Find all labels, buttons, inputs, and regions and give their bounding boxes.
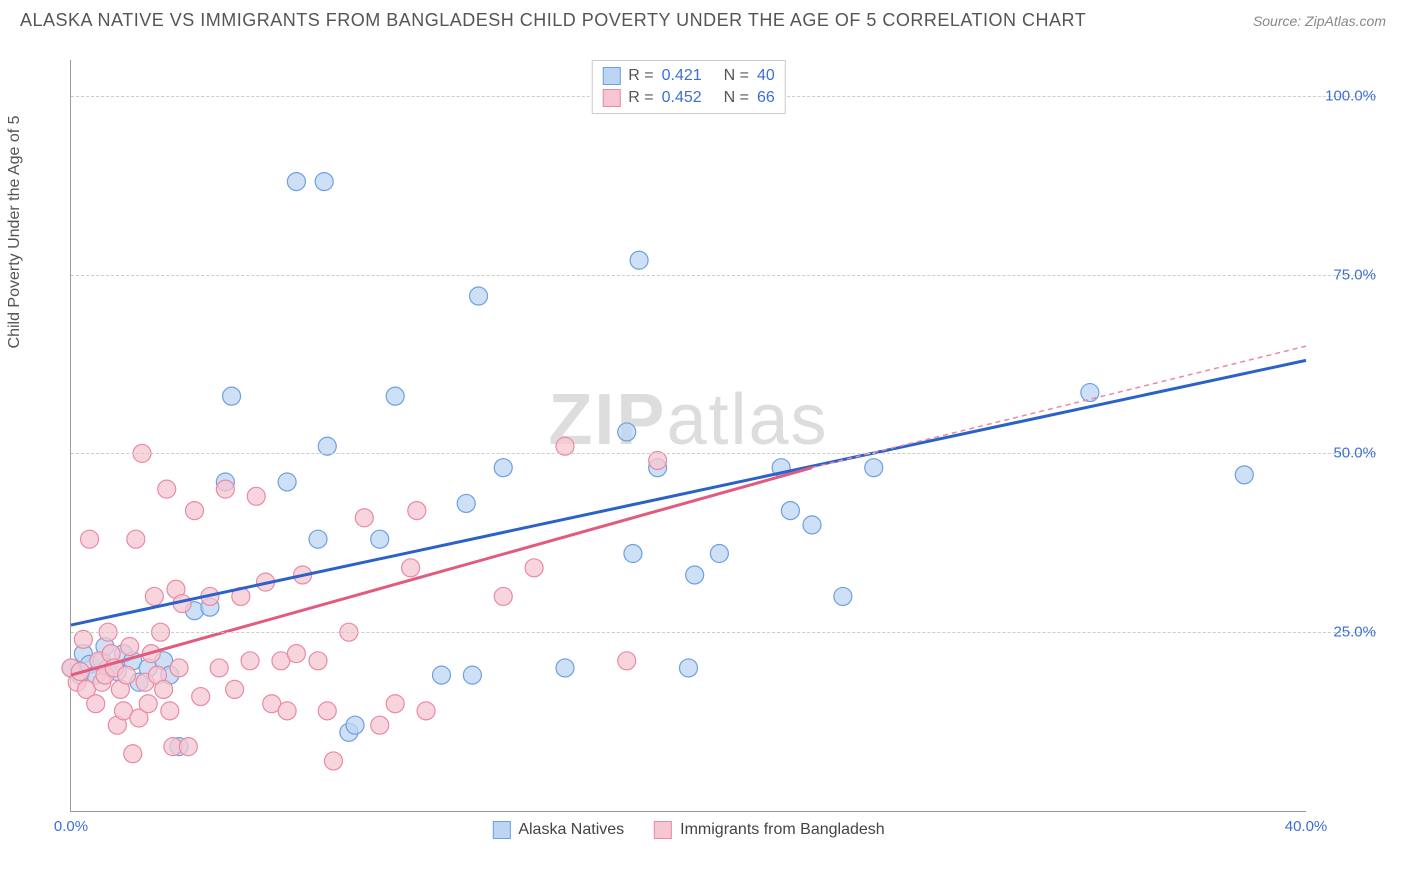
data-point: [87, 695, 105, 713]
legend-stat-row: R = 0.421 N = 40: [602, 65, 774, 87]
legend-swatch: [492, 821, 510, 839]
data-point: [278, 473, 296, 491]
data-point: [318, 702, 336, 720]
data-point: [803, 516, 821, 534]
r-label: R =: [628, 67, 653, 85]
legend-swatch: [602, 89, 620, 107]
y-tick-label: 50.0%: [1333, 445, 1376, 462]
data-point: [241, 652, 259, 670]
data-point: [324, 752, 342, 770]
data-point: [179, 738, 197, 756]
legend-series-item: Alaska Natives: [492, 821, 624, 839]
data-point: [216, 480, 234, 498]
data-point: [287, 173, 305, 191]
data-point: [680, 659, 698, 677]
data-point: [686, 566, 704, 584]
data-point: [630, 251, 648, 269]
legend-series: Alaska Natives Immigrants from Bangladesh: [492, 821, 884, 839]
data-point: [145, 587, 163, 605]
data-point: [155, 680, 173, 698]
data-point: [402, 559, 420, 577]
data-point: [556, 659, 574, 677]
data-point: [463, 666, 481, 684]
plot-svg: [71, 60, 1306, 811]
data-point: [1081, 384, 1099, 402]
data-point: [247, 487, 265, 505]
data-point: [161, 702, 179, 720]
data-point: [781, 502, 799, 520]
data-point: [355, 509, 373, 527]
data-point: [346, 716, 364, 734]
data-point: [287, 645, 305, 663]
data-point: [457, 494, 475, 512]
legend-series-label: Alaska Natives: [518, 821, 624, 839]
x-tick-label: 0.0%: [54, 818, 88, 835]
plot-region: ZIPatlas R =0.421N =40R =0.452N =66 Alas…: [70, 60, 1306, 812]
data-point: [371, 530, 389, 548]
data-point: [121, 637, 139, 655]
data-point: [223, 387, 241, 405]
data-point: [278, 702, 296, 720]
data-point: [309, 652, 327, 670]
x-tick-label: 40.0%: [1285, 818, 1328, 835]
r-value: 0.421: [662, 67, 716, 85]
data-point: [710, 545, 728, 563]
gridline: [71, 453, 1376, 454]
legend-series-label: Immigrants from Bangladesh: [680, 821, 885, 839]
data-point: [834, 587, 852, 605]
data-point: [186, 502, 204, 520]
legend-swatch: [654, 821, 672, 839]
data-point: [210, 659, 228, 677]
data-point: [494, 587, 512, 605]
data-point: [408, 502, 426, 520]
chart-title: ALASKA NATIVE VS IMMIGRANTS FROM BANGLAD…: [20, 10, 1086, 31]
data-point: [1235, 466, 1253, 484]
data-point: [192, 688, 210, 706]
data-point: [494, 459, 512, 477]
data-point: [433, 666, 451, 684]
gridline: [71, 632, 1376, 633]
gridline: [71, 275, 1376, 276]
chart-area: Child Poverty Under the Age of 5 ZIPatla…: [20, 40, 1386, 872]
data-point: [470, 287, 488, 305]
source-label: Source: ZipAtlas.com: [1253, 13, 1386, 29]
legend-swatch: [602, 67, 620, 85]
data-point: [865, 459, 883, 477]
data-point: [118, 666, 136, 684]
data-point: [158, 480, 176, 498]
data-point: [618, 423, 636, 441]
data-point: [386, 695, 404, 713]
legend-stat-row: R = 0.452 N = 66: [602, 87, 774, 109]
data-point: [417, 702, 435, 720]
data-point: [127, 530, 145, 548]
y-axis-label: Child Poverty Under the Age of 5: [6, 115, 24, 348]
data-point: [624, 545, 642, 563]
y-tick-label: 100.0%: [1325, 87, 1376, 104]
data-point: [170, 659, 188, 677]
data-point: [371, 716, 389, 734]
data-point: [124, 745, 142, 763]
r-label: R =: [628, 89, 653, 107]
trend-line-dashed: [812, 346, 1306, 468]
data-point: [315, 173, 333, 191]
data-point: [81, 530, 99, 548]
data-point: [525, 559, 543, 577]
n-label: N =: [724, 89, 749, 107]
n-value: 40: [757, 67, 775, 85]
data-point: [309, 530, 327, 548]
y-tick-label: 25.0%: [1333, 624, 1376, 641]
data-point: [618, 652, 636, 670]
n-value: 66: [757, 89, 775, 107]
y-tick-label: 75.0%: [1333, 266, 1376, 283]
r-value: 0.452: [662, 89, 716, 107]
legend-series-item: Immigrants from Bangladesh: [654, 821, 885, 839]
n-label: N =: [724, 67, 749, 85]
data-point: [139, 695, 157, 713]
header: ALASKA NATIVE VS IMMIGRANTS FROM BANGLAD…: [0, 0, 1406, 36]
data-point: [226, 680, 244, 698]
legend-stats: R = 0.421 N = 40 R = 0.452 N = 66: [591, 60, 785, 114]
data-point: [386, 387, 404, 405]
